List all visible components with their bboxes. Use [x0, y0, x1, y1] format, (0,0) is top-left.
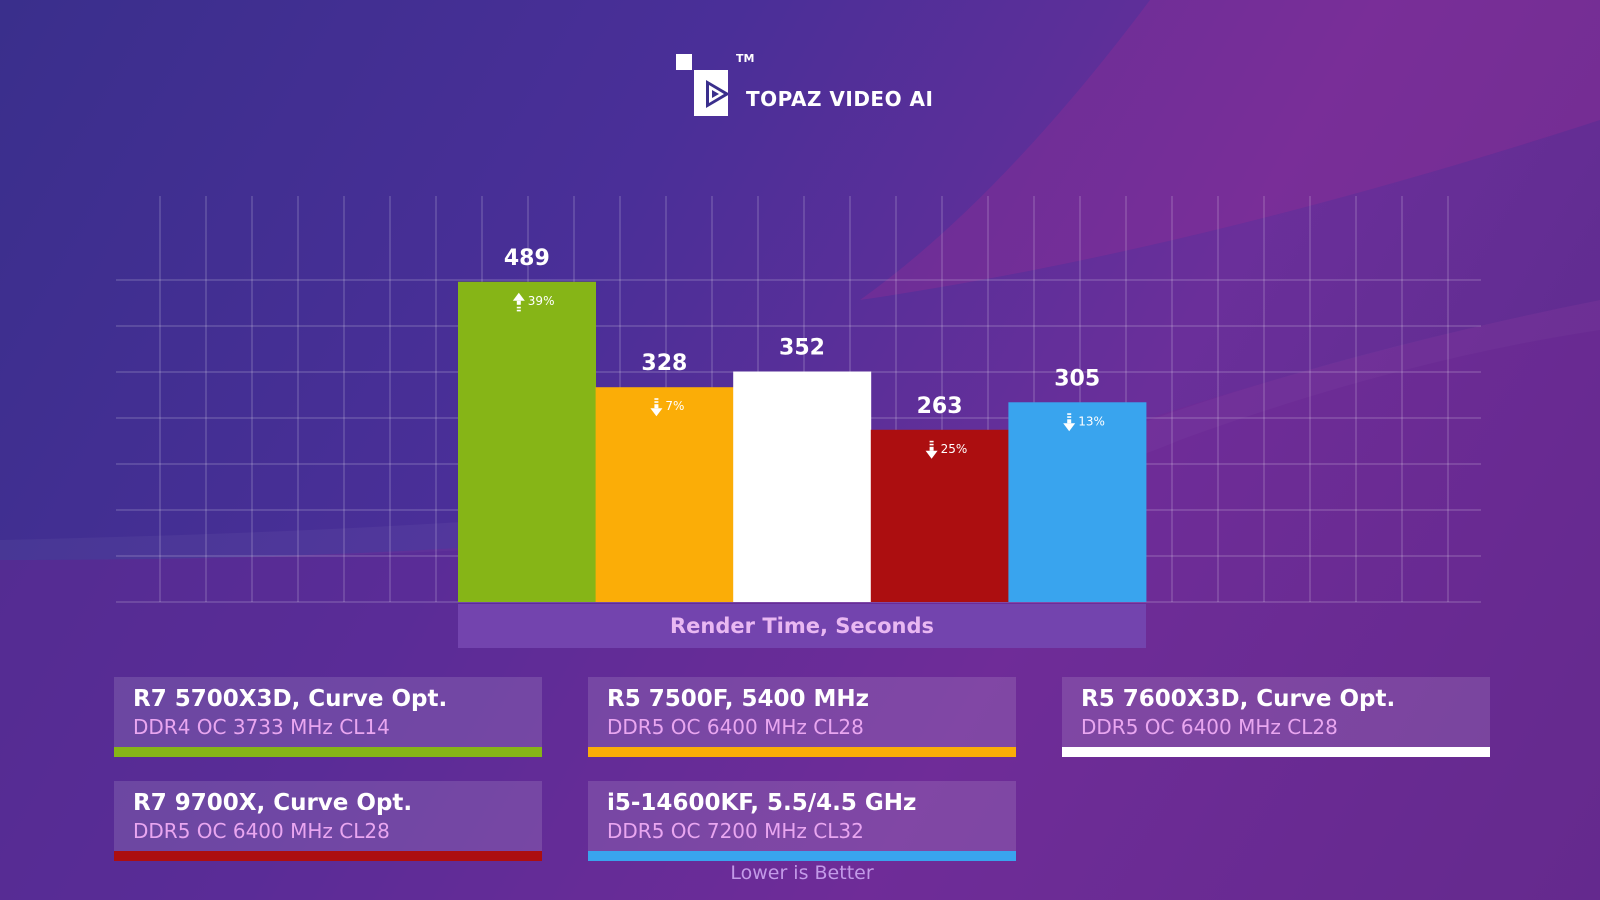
legend-title-2: R5 7600X3D, Curve Opt.	[1081, 686, 1396, 712]
legend-color-bar-2	[1062, 747, 1490, 757]
arrow-down-icon-4	[1063, 413, 1076, 432]
bar-value-label-3: 263	[917, 394, 963, 419]
bar-chart: 489 39% 328 7% 352 263 25% 305 13%	[458, 246, 1147, 602]
bar-value-label-1: 328	[641, 351, 687, 376]
legend-item-3: R7 9700X, Curve Opt. DDR5 OC 6400 MHz CL2…	[114, 781, 542, 861]
bar-0	[458, 281, 596, 602]
legend-color-bar-3	[114, 851, 542, 861]
footnote: Lower is Better	[730, 862, 874, 884]
legend-item-2: R5 7600X3D, Curve Opt. DDR5 OC 6400 MHz C…	[1062, 677, 1490, 757]
trademark-label: TM	[736, 52, 755, 65]
bar-2	[733, 371, 872, 602]
legend-color-bar-0	[114, 747, 542, 757]
legend-item-0: R7 5700X3D, Curve Opt. DDR4 OC 3733 MHz C…	[114, 677, 542, 757]
legend-subtitle-1: DDR5 OC 6400 MHz CL28	[607, 715, 864, 739]
bar-delta-label-1: 7%	[665, 399, 684, 413]
legend-title-1: R5 7500F, 5400 MHz	[607, 686, 870, 712]
bar-value-label-0: 489	[504, 246, 550, 271]
topaz-logo: TM TOPAZ VIDEO AI	[676, 52, 933, 118]
chart-bars: 489 39% 328 7% 352 263 25% 305 13%	[458, 246, 1147, 602]
legend-subtitle-4: DDR5 OC 7200 MHz CL32	[607, 819, 864, 843]
legend-color-bar-1	[588, 747, 1016, 757]
legend-title-4: i5-14600KF, 5.5/4.5 GHz	[607, 790, 917, 816]
x-axis-label: Render Time, Seconds	[458, 604, 1146, 648]
bar-delta-label-4: 13%	[1078, 414, 1105, 428]
legend-subtitle-0: DDR4 OC 3733 MHz CL14	[133, 715, 390, 739]
legend-color-bar-4	[588, 851, 1016, 861]
legend-subtitle-3: DDR5 OC 6400 MHz CL28	[133, 819, 390, 843]
arrow-down-icon-1	[650, 398, 663, 417]
legend-title-0: R7 5700X3D, Curve Opt.	[133, 686, 448, 712]
bar-3	[870, 429, 1009, 602]
legend-subtitle-2: DDR5 OC 6400 MHz CL28	[1081, 715, 1338, 739]
bar-value-label-2: 352	[779, 335, 825, 360]
bar-delta-label-3: 25%	[941, 442, 968, 456]
bar-value-label-4: 305	[1054, 366, 1100, 391]
brand-title: TOPAZ VIDEO AI	[746, 87, 934, 111]
bar-4	[1008, 402, 1147, 602]
bar-delta-label-0: 39%	[528, 294, 555, 308]
legend-item-1: R5 7500F, 5400 MHz DDR5 OC 6400 MHz CL28	[588, 677, 1016, 757]
arrow-up-icon-0	[512, 292, 525, 312]
legend-item-4: i5-14600KF, 5.5/4.5 GHz DDR5 OC 7200 MHz …	[588, 781, 1016, 861]
arrow-down-icon-3	[925, 440, 938, 459]
bar-1	[595, 387, 734, 602]
legend-title-3: R7 9700X, Curve Opt.	[133, 790, 413, 816]
